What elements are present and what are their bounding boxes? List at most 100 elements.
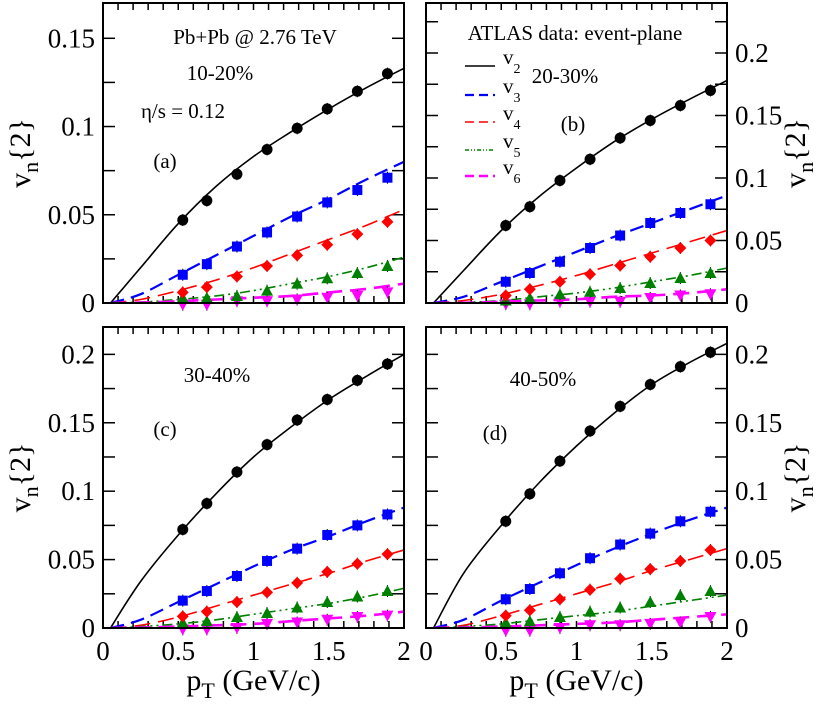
marker-v6 [674, 290, 687, 302]
ylabel-v: v [4, 173, 37, 188]
annotation-text: Pb+Pb @ 2.76 TeV [173, 25, 337, 49]
marker-v2 [177, 523, 189, 535]
marker-v4 [321, 565, 334, 578]
panel-label: (b) [561, 112, 586, 136]
marker-v3 [675, 516, 686, 527]
marker-v3 [554, 568, 565, 579]
marker-v3 [177, 269, 188, 280]
theory-curves [432, 342, 727, 628]
panel-label: (d) [483, 421, 508, 445]
marker-v6 [381, 287, 394, 299]
marker-v4 [614, 572, 627, 585]
marker-v2 [261, 439, 273, 451]
x-tick-label: 2 [720, 636, 734, 666]
marker-v6 [584, 620, 597, 632]
x-tick-label: 1 [570, 636, 584, 666]
marker-v4 [230, 270, 243, 283]
marker-v3 [352, 520, 363, 531]
y-tick-label: 0.1 [735, 163, 769, 193]
y-tick-label: 0.2 [735, 38, 769, 68]
marker-v2 [231, 168, 243, 180]
marker-v4 [523, 604, 536, 617]
theory-curve-v4 [110, 208, 404, 303]
y-tick-label: 0.05 [735, 545, 782, 575]
marker-v2 [321, 394, 333, 406]
ylabel-v: v [4, 497, 37, 512]
y-tick-label: 0.2 [735, 339, 769, 369]
marker-v4 [674, 554, 687, 567]
marker-v4 [523, 283, 536, 296]
marker-v2 [351, 374, 363, 386]
marker-v5 [584, 285, 597, 297]
y-tick-label: 0.05 [735, 226, 782, 256]
legend-label-sub: 4 [514, 118, 521, 133]
marker-v2 [351, 85, 363, 97]
data-markers [499, 346, 717, 637]
legend-entry-v6: v6 [465, 155, 521, 187]
marker-v6 [261, 618, 274, 630]
legend-label-sub: 3 [514, 91, 521, 106]
marker-v2 [584, 153, 596, 165]
marker-v5 [704, 585, 717, 597]
marker-v3 [262, 555, 273, 566]
marker-v2 [381, 68, 393, 80]
legend-label-v: v [503, 101, 514, 125]
marker-v6 [351, 612, 364, 624]
marker-v4 [614, 259, 627, 272]
legend-label-v: v [503, 129, 514, 153]
marker-v3 [322, 529, 333, 540]
marker-v5 [381, 585, 394, 597]
marker-v5 [230, 611, 243, 623]
ylabel-rest: {2} [779, 118, 812, 162]
marker-v6 [614, 620, 627, 632]
theory-curve-v6 [110, 282, 404, 303]
marker-v3 [615, 539, 626, 550]
marker-v5 [553, 288, 566, 300]
marker-v3 [262, 227, 273, 238]
marker-v3 [201, 259, 212, 270]
plot-frame [102, 2, 405, 304]
marker-v6 [261, 296, 274, 308]
x-tick-label: 1 [247, 636, 261, 666]
marker-v6 [381, 610, 394, 622]
marker-v4 [291, 576, 304, 589]
marker-v5 [644, 596, 657, 608]
centrality-label: 40-50% [510, 367, 577, 391]
marker-v3 [500, 276, 511, 287]
marker-v5 [230, 289, 243, 301]
legend-label: v5 [503, 129, 521, 161]
plot-frame [102, 326, 405, 629]
marker-v5 [351, 590, 364, 602]
marker-v2 [674, 361, 686, 373]
y-tick-label: 0 [82, 613, 96, 643]
y-tick-label: 0.15 [48, 408, 95, 438]
marker-v2 [584, 425, 596, 437]
marker-v4 [230, 596, 243, 609]
ylabel-rest: {2} [779, 443, 812, 487]
marker-v5 [704, 267, 717, 278]
marker-v5 [523, 615, 536, 627]
panel-a: 0 0.05 0.1 0.15 vn{2} 10-20% (a) Pb+Pb @ 2.76 T… [4, 2, 405, 318]
marker-v5 [523, 292, 536, 303]
legend-label: v4 [503, 101, 521, 133]
x-tick-label: 1.5 [635, 636, 669, 666]
ylabel-rest: {2} [4, 118, 37, 162]
marker-v5 [381, 259, 394, 271]
marker-v2 [554, 175, 566, 186]
marker-v4 [704, 234, 717, 247]
marker-v2 [381, 358, 393, 370]
data-markers [176, 357, 394, 636]
y-tick-label: 0.1 [735, 476, 769, 506]
theory-curve-v5 [433, 267, 727, 303]
marker-v2 [704, 346, 716, 358]
legend-label-sub: 5 [514, 146, 521, 161]
marker-v4 [291, 249, 304, 262]
marker-v3 [585, 553, 596, 564]
marker-v3 [177, 595, 188, 606]
panel-b: 00.050.10.150.2vn{2}20-30%(b) [425, 2, 818, 318]
marker-v4 [200, 605, 213, 618]
ylabel-rest: {2} [4, 443, 37, 487]
y-tick-label: 0.1 [61, 112, 95, 142]
marker-v5 [261, 284, 274, 296]
